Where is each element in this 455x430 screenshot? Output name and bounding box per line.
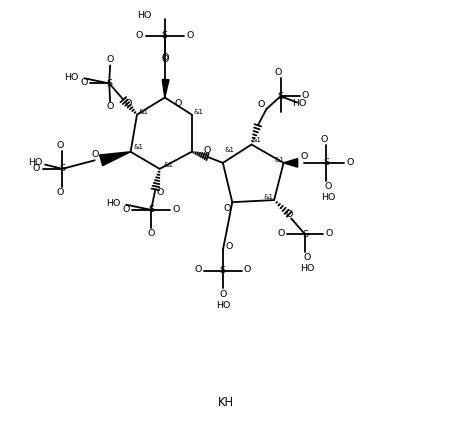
Text: O: O <box>243 265 251 274</box>
Text: O: O <box>172 205 179 214</box>
Text: O: O <box>345 157 353 166</box>
Text: O: O <box>81 78 88 87</box>
Text: &1: &1 <box>224 147 234 153</box>
Text: O: O <box>33 164 40 173</box>
Text: O: O <box>303 253 310 262</box>
Text: O: O <box>147 229 154 238</box>
Text: O: O <box>91 150 98 159</box>
Polygon shape <box>283 159 297 167</box>
Text: S: S <box>323 158 329 167</box>
Text: O: O <box>203 147 211 155</box>
Text: O: O <box>157 188 164 197</box>
Text: &1: &1 <box>138 109 148 115</box>
Text: &1: &1 <box>192 109 202 115</box>
Text: O: O <box>56 188 64 197</box>
Text: KH: KH <box>217 396 233 408</box>
Text: &1: &1 <box>251 137 261 143</box>
Text: O: O <box>324 182 331 191</box>
Text: HO: HO <box>29 158 43 167</box>
Text: HO: HO <box>299 264 313 273</box>
Text: O: O <box>301 91 308 100</box>
Polygon shape <box>162 80 169 98</box>
Text: HO: HO <box>64 73 79 82</box>
Polygon shape <box>99 152 130 166</box>
Text: O: O <box>225 242 233 251</box>
Text: HO: HO <box>216 301 230 310</box>
Text: O: O <box>194 265 202 274</box>
Text: &1: &1 <box>263 194 273 200</box>
Text: S: S <box>162 31 167 40</box>
Text: O: O <box>125 99 132 108</box>
Text: O: O <box>135 31 142 40</box>
Text: O: O <box>324 229 332 238</box>
Text: O: O <box>161 53 168 62</box>
Text: S: S <box>301 230 307 239</box>
Text: O: O <box>223 204 230 213</box>
Text: O: O <box>274 68 282 77</box>
Text: HO: HO <box>106 199 121 208</box>
Text: O: O <box>257 100 264 109</box>
Text: O: O <box>320 135 327 144</box>
Text: O: O <box>106 102 114 111</box>
Text: S: S <box>277 92 283 101</box>
Text: HO: HO <box>320 193 335 202</box>
Text: &1: &1 <box>133 144 143 150</box>
Text: O: O <box>277 229 284 238</box>
Text: O: O <box>300 152 307 161</box>
Text: O: O <box>219 289 226 298</box>
Text: &1: &1 <box>274 157 284 163</box>
Text: HO: HO <box>137 11 151 19</box>
Text: HO: HO <box>292 99 306 108</box>
Text: O: O <box>285 210 292 218</box>
Text: O: O <box>56 141 64 150</box>
Text: O: O <box>186 31 194 40</box>
Text: O: O <box>174 98 182 108</box>
Text: O: O <box>106 55 114 64</box>
Text: S: S <box>148 206 154 215</box>
Text: &1: &1 <box>163 162 173 168</box>
Text: O: O <box>122 205 130 214</box>
Text: S: S <box>59 164 65 173</box>
Text: S: S <box>219 266 225 275</box>
Text: O: O <box>161 55 168 64</box>
Text: S: S <box>106 79 112 88</box>
